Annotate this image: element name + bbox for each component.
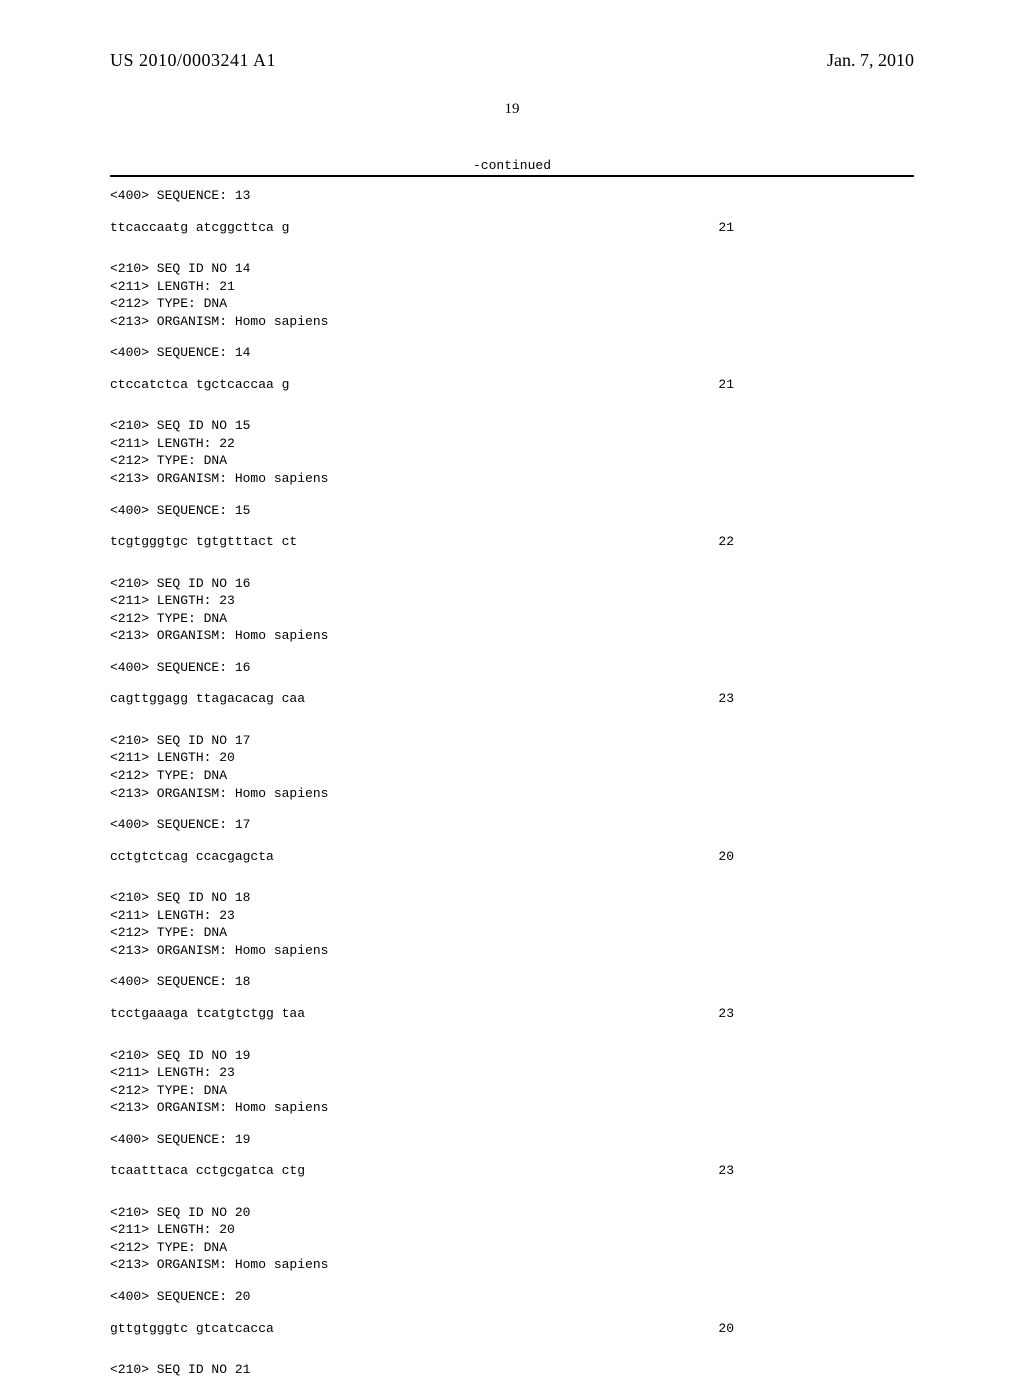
sequence-meta-line: <212> TYPE: DNA	[110, 610, 914, 628]
sequence-meta-line: <212> TYPE: DNA	[110, 452, 914, 470]
sequence-meta-line: <210> SEQ ID NO 19	[110, 1047, 914, 1065]
sequence-meta-line: <211> LENGTH: 23	[110, 592, 914, 610]
sequence-400-label: <400> SEQUENCE: 16	[110, 659, 914, 677]
sequence-400-label: <400> SEQUENCE: 18	[110, 973, 914, 991]
sequence-text: tcaatttaca cctgcgatca ctg	[110, 1162, 305, 1180]
sequence-text: tcgtgggtgc tgtgtttact ct	[110, 533, 297, 551]
sequence-data-row: tcaatttaca cctgcgatca ctg 23	[110, 1162, 914, 1180]
sequence-text: ttcaccaatg atcggcttca g	[110, 219, 289, 237]
sequence-meta-line: <211> LENGTH: 23	[110, 1064, 914, 1082]
sequence-length: 23	[718, 1162, 914, 1180]
sequence-400-label: <400> SEQUENCE: 17	[110, 816, 914, 834]
sequence-400-label: <400> SEQUENCE: 13	[110, 187, 914, 205]
spacer	[110, 802, 914, 816]
sequence-length: 23	[718, 690, 914, 708]
sequence-400-label: <400> SEQUENCE: 14	[110, 344, 914, 362]
sequence-meta-line: <210> SEQ ID NO 16	[110, 575, 914, 593]
sequence-block: <210> SEQ ID NO 16<211> LENGTH: 23<212> …	[110, 575, 914, 708]
sequence-block: <210> SEQ ID NO 17<211> LENGTH: 20<212> …	[110, 732, 914, 865]
sequence-meta-line: <213> ORGANISM: Homo sapiens	[110, 1099, 914, 1117]
sequence-text: tcctgaaaga tcatgtctgg taa	[110, 1005, 305, 1023]
patent-page: US 2010/0003241 A1 Jan. 7, 2010 19 -cont…	[0, 0, 1024, 1320]
spacer	[110, 330, 914, 344]
sequence-meta-line: <213> ORGANISM: Homo sapiens	[110, 470, 914, 488]
sequence-block: <210> SEQ ID NO 19<211> LENGTH: 23<212> …	[110, 1047, 914, 1180]
sequence-meta-line: <211> LENGTH: 20	[110, 749, 914, 767]
sequence-text: ctccatctca tgctcaccaa g	[110, 376, 289, 394]
sequence-block: <210> SEQ ID NO 14<211> LENGTH: 21<212> …	[110, 260, 914, 393]
sequence-meta-line: <210> SEQ ID NO 15	[110, 417, 914, 435]
sequence-block: <210> SEQ ID NO 21	[110, 1361, 914, 1393]
spacer	[110, 1379, 914, 1393]
sequence-data-row: ttcaccaatg atcggcttca g 21	[110, 219, 914, 237]
sequence-length: 22	[718, 533, 914, 551]
sequence-listing: <400> SEQUENCE: 13 ttcaccaatg atcggcttca …	[110, 187, 914, 1393]
sequence-text: cctgtctcag ccacgagcta	[110, 848, 274, 866]
sequence-400-label: <400> SEQUENCE: 20	[110, 1288, 914, 1306]
sequence-meta-line: <210> SEQ ID NO 21	[110, 1361, 914, 1379]
sequence-block: <400> SEQUENCE: 13 ttcaccaatg atcggcttca …	[110, 187, 914, 236]
sequence-length: 21	[718, 219, 914, 237]
sequence-meta-line: <212> TYPE: DNA	[110, 767, 914, 785]
sequence-meta-line: <211> LENGTH: 21	[110, 278, 914, 296]
sequence-data-row: tcgtgggtgc tgtgtttact ct 22	[110, 533, 914, 551]
sequence-length: 20	[718, 848, 914, 866]
sequence-data-row: tcctgaaaga tcatgtctgg taa 23	[110, 1005, 914, 1023]
sequence-meta-line: <211> LENGTH: 20	[110, 1221, 914, 1239]
page-number: 19	[110, 101, 914, 118]
sequence-data-row: gttgtgggtc gtcatcacca 20	[110, 1320, 914, 1338]
spacer	[110, 645, 914, 659]
spacer	[110, 1117, 914, 1131]
sequence-meta-line: <213> ORGANISM: Homo sapiens	[110, 313, 914, 331]
spacer	[110, 959, 914, 973]
sequence-meta-line: <212> TYPE: DNA	[110, 1082, 914, 1100]
sequence-meta-line: <210> SEQ ID NO 18	[110, 889, 914, 907]
sequence-400-label: <400> SEQUENCE: 15	[110, 502, 914, 520]
sequence-meta-line: <213> ORGANISM: Homo sapiens	[110, 785, 914, 803]
sequence-length: 21	[718, 376, 914, 394]
sequence-length: 20	[718, 1320, 914, 1338]
spacer	[110, 488, 914, 502]
publication-date: Jan. 7, 2010	[827, 50, 914, 71]
page-header: US 2010/0003241 A1 Jan. 7, 2010	[110, 50, 914, 71]
sequence-meta-line: <213> ORGANISM: Homo sapiens	[110, 627, 914, 645]
sequence-meta-line: <211> LENGTH: 22	[110, 435, 914, 453]
sequence-text: gttgtgggtc gtcatcacca	[110, 1320, 274, 1338]
sequence-meta-line: <211> LENGTH: 23	[110, 907, 914, 925]
spacer	[110, 1274, 914, 1288]
sequence-400-label: <400> SEQUENCE: 19	[110, 1131, 914, 1149]
sequence-block: <210> SEQ ID NO 20<211> LENGTH: 20<212> …	[110, 1204, 914, 1337]
sequence-meta-line: <210> SEQ ID NO 20	[110, 1204, 914, 1222]
sequence-block: <210> SEQ ID NO 18<211> LENGTH: 23<212> …	[110, 889, 914, 1022]
sequence-data-row: cctgtctcag ccacgagcta 20	[110, 848, 914, 866]
sequence-meta-line: <212> TYPE: DNA	[110, 295, 914, 313]
horizontal-rule	[110, 175, 914, 177]
sequence-meta-line: <213> ORGANISM: Homo sapiens	[110, 942, 914, 960]
sequence-meta-line: <213> ORGANISM: Homo sapiens	[110, 1256, 914, 1274]
sequence-meta-line: <210> SEQ ID NO 17	[110, 732, 914, 750]
sequence-text: cagttggagg ttagacacag caa	[110, 690, 305, 708]
sequence-meta-line: <210> SEQ ID NO 14	[110, 260, 914, 278]
sequence-data-row: ctccatctca tgctcaccaa g 21	[110, 376, 914, 394]
sequence-meta-line: <212> TYPE: DNA	[110, 1239, 914, 1257]
publication-number: US 2010/0003241 A1	[110, 50, 276, 71]
sequence-length: 23	[718, 1005, 914, 1023]
sequence-meta-line: <212> TYPE: DNA	[110, 924, 914, 942]
sequence-block: <210> SEQ ID NO 15<211> LENGTH: 22<212> …	[110, 417, 914, 550]
sequence-data-row: cagttggagg ttagacacag caa 23	[110, 690, 914, 708]
continued-label: -continued	[110, 158, 914, 173]
